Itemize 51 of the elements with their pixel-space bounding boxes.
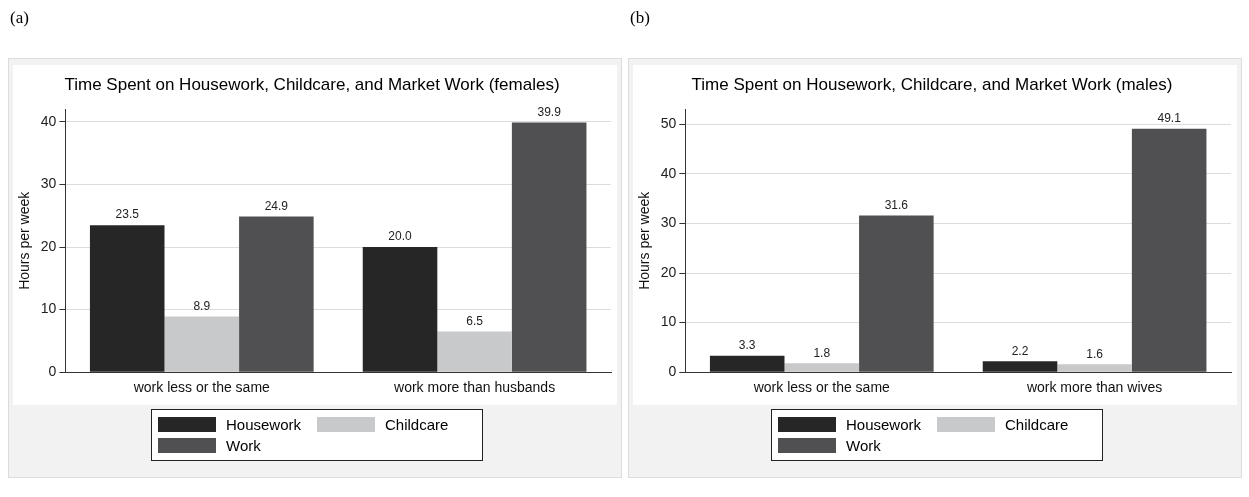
y-tick-label: 30 (40, 175, 57, 192)
y-tick-label: 40 (660, 164, 677, 181)
y-tick-label: 0 (48, 363, 57, 380)
bar (362, 247, 438, 372)
y-tick-label: 20 (660, 263, 677, 280)
bar (1131, 128, 1207, 372)
bar (89, 225, 165, 372)
y-axis-title: Hours per week (16, 190, 33, 290)
data-label: 24.9 (264, 198, 289, 213)
bar (784, 363, 860, 372)
bar (437, 331, 512, 372)
y-tick-label: 10 (660, 313, 677, 330)
y-tick-label: 30 (660, 214, 677, 231)
bar (164, 316, 240, 372)
x-tick-label: work less or the same (752, 379, 891, 396)
data-label: 8.9 (193, 298, 211, 313)
y-tick-label: 20 (40, 237, 57, 254)
legend-label: Work (226, 437, 261, 454)
chart-title: Time Spent on Housework, Childcare, and Market Work (males) (691, 74, 1173, 94)
data-label: 6.5 (466, 313, 484, 328)
y-tick-label: 40 (40, 112, 57, 129)
chart-title: Time Spent on Housework, Childcare, and Market Work (females) (64, 74, 560, 94)
text: (b) (630, 8, 650, 27)
bar (859, 215, 934, 372)
y-axis-title: Hours per week (636, 190, 653, 290)
x-tick-label: work less or the same (132, 379, 271, 396)
x-tick-label: work more than wives (1025, 379, 1163, 396)
x-tick-label: work more than husbands (393, 379, 556, 396)
y-tick-label: 50 (660, 115, 677, 132)
bar (511, 122, 587, 372)
data-label: 31.6 (884, 197, 909, 212)
legend-label: Work (846, 437, 881, 454)
y-tick-label: 0 (668, 363, 677, 380)
data-label: 20.0 (388, 229, 413, 244)
legend-label: Housework (226, 416, 302, 433)
bar (1057, 364, 1132, 372)
bar (709, 355, 785, 372)
legend-label: Housework (846, 416, 922, 433)
data-label: 1.8 (813, 345, 831, 360)
bar (239, 216, 314, 372)
data-label: 49.1 (1157, 111, 1182, 126)
data-label: 39.9 (537, 104, 562, 119)
legend-label: Childcare (385, 416, 449, 433)
data-label: 1.6 (1086, 346, 1104, 361)
y-tick-label: 10 (40, 300, 57, 317)
data-label: 23.5 (115, 207, 140, 222)
data-label: 2.2 (1011, 343, 1029, 358)
data-label: 3.3 (738, 338, 756, 353)
bar (982, 361, 1058, 372)
text: (a) (10, 8, 29, 27)
legend-label: Childcare (1005, 416, 1069, 433)
